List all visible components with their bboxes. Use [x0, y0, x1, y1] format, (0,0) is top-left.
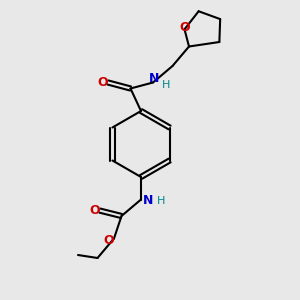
Text: N: N [149, 72, 160, 86]
Text: O: O [97, 76, 108, 89]
Text: O: O [89, 203, 100, 217]
Text: O: O [179, 21, 190, 34]
Text: O: O [103, 233, 114, 247]
Text: H: H [162, 80, 171, 90]
Text: H: H [157, 196, 166, 206]
Text: N: N [143, 194, 154, 208]
